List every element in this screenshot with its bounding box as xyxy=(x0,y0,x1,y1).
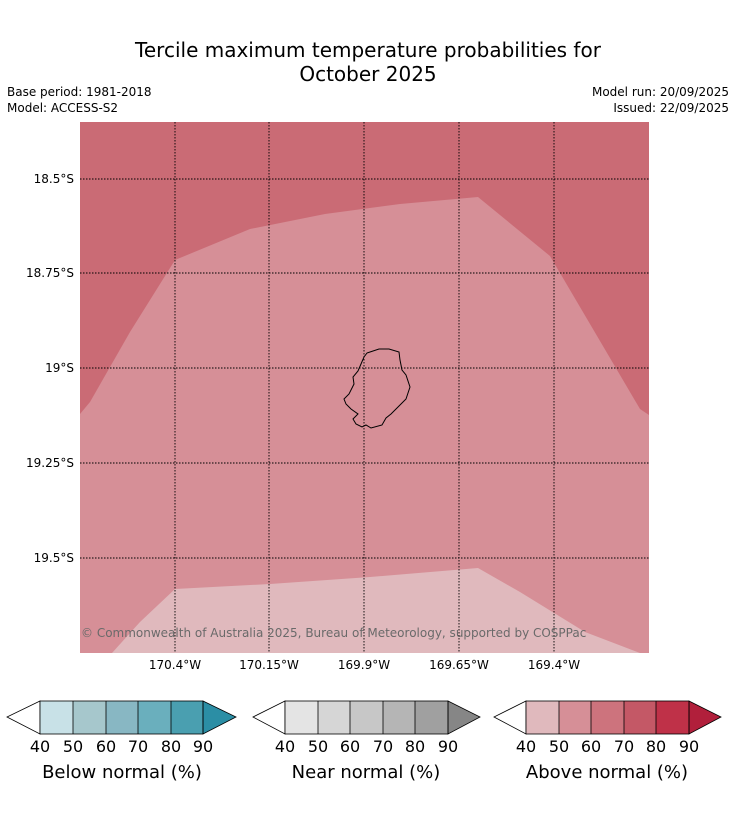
colorbar-segment xyxy=(624,701,656,734)
colorbar-segment xyxy=(656,701,689,734)
latitude-label: 18.75°S xyxy=(26,266,74,280)
model-run: Model run: 20/09/2025 xyxy=(591,85,729,99)
colorbar-near-normal: 40 50 60 70 80 90 Near normal (%) xyxy=(252,700,481,783)
colorbar-low-extension xyxy=(6,700,41,735)
longitude-label: 170.4°W xyxy=(148,658,202,672)
colorbar-low-extension xyxy=(252,700,286,735)
colorbar-segment xyxy=(415,701,448,734)
colorbar-tick: 80 xyxy=(646,737,666,756)
colorbar-segment xyxy=(591,701,624,734)
colorbar-title: Near normal (%) xyxy=(292,762,441,783)
copyright-notice: © Commonwealth of Australia 2025, Bureau… xyxy=(81,626,586,640)
chart-title: Tercile maximum temperature probabilitie… xyxy=(0,38,736,86)
colorbar-segment xyxy=(350,701,383,734)
title-line-1: Tercile maximum temperature probabilitie… xyxy=(135,38,601,62)
colorbar-tick: 80 xyxy=(405,737,425,756)
colorbar-tick: 50 xyxy=(63,737,83,756)
longitude-label: 169.4°W xyxy=(527,658,581,672)
colorbar-title: Below normal (%) xyxy=(42,762,202,783)
colorbar-tick: 70 xyxy=(128,737,148,756)
longitude-label: 170.15°W xyxy=(239,658,299,672)
colorbar-title: Above normal (%) xyxy=(526,762,688,783)
central-band-region xyxy=(80,197,649,653)
model-name: Model: ACCESS-S2 xyxy=(7,101,119,115)
latitude-label: 19.5°S xyxy=(33,551,74,565)
colorbar-high-extension xyxy=(202,700,237,735)
lower-band-region xyxy=(112,568,640,653)
colorbar-segment xyxy=(106,701,138,734)
colorbar-tick: 40 xyxy=(516,737,536,756)
colorbar-segment xyxy=(171,701,203,734)
colorbar-tick: 80 xyxy=(161,737,181,756)
colorbar-tick: 40 xyxy=(275,737,295,756)
colorbar-segment xyxy=(559,701,591,734)
colorbar-segment xyxy=(73,701,106,734)
colorbar-tick: 50 xyxy=(308,737,328,756)
colorbar-high-extension xyxy=(447,700,481,735)
colorbar-segment xyxy=(526,701,559,734)
colorbar-segment xyxy=(285,701,318,734)
colorbar-tick: 60 xyxy=(340,737,360,756)
colorbar-high-extension xyxy=(688,700,722,735)
colorbar-below-normal: 40 50 60 70 80 90 Below normal (%) xyxy=(6,700,237,783)
colorbar-tick: 90 xyxy=(438,737,458,756)
gridlines xyxy=(80,122,649,653)
issued-date: Issued: 22/09/2025 xyxy=(613,101,729,115)
colorbar-above-normal: 40 50 60 70 80 90 Above normal (%) xyxy=(493,700,722,783)
colorbar-segment xyxy=(40,701,73,734)
colorbar-tick: 90 xyxy=(193,737,213,756)
base-period: Base period: 1981-2018 xyxy=(7,85,152,99)
longitude-label: 169.65°W xyxy=(429,658,489,672)
metadata-left: Base period: 1981-2018 Model: ACCESS-S2 xyxy=(7,84,152,116)
metadata-right: Model run: 20/09/2025 Issued: 22/09/2025 xyxy=(592,84,729,116)
colorbar-tick: 40 xyxy=(30,737,50,756)
longitude-label: 169.9°W xyxy=(337,658,391,672)
latitude-label: 19°S xyxy=(45,361,74,375)
colorbar-tick: 60 xyxy=(96,737,116,756)
colorbar-tick: 70 xyxy=(373,737,393,756)
colorbar-segment xyxy=(138,701,171,734)
colorbar-tick: 60 xyxy=(581,737,601,756)
colorbar-low-extension xyxy=(493,700,527,735)
map-panel: © Commonwealth of Australia 2025, Bureau… xyxy=(80,122,649,653)
colorbar-tick: 70 xyxy=(614,737,634,756)
colorbar-tick: 90 xyxy=(679,737,699,756)
niue-island-outline xyxy=(343,348,411,429)
colorbar-segment xyxy=(383,701,415,734)
latitude-label: 19.25°S xyxy=(26,456,74,470)
latitude-label: 18.5°S xyxy=(33,172,74,186)
colorbar-tick: 50 xyxy=(549,737,569,756)
title-line-2: October 2025 xyxy=(299,62,437,86)
colorbar-segment xyxy=(318,701,350,734)
